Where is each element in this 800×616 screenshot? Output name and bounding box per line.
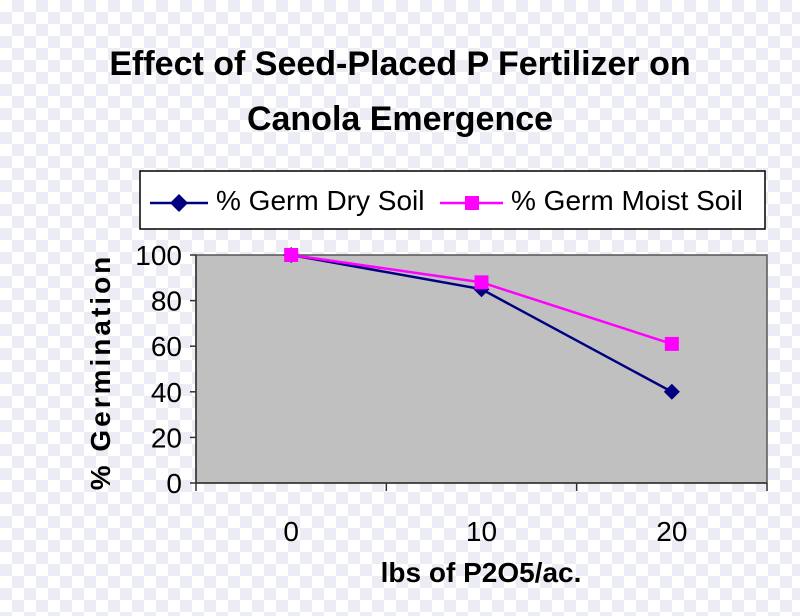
- legend-label-dry-soil: % Germ Dry Soil: [216, 185, 424, 216]
- chart-title-line-1: Effect of Seed-Placed P Fertilizer on: [109, 45, 690, 83]
- y-tick-label: 40: [151, 377, 182, 408]
- x-tick-label: 10: [466, 516, 497, 547]
- x-axis-label: lbs of P2O5/ac.: [381, 557, 582, 588]
- y-tick-label: 100: [135, 240, 182, 271]
- y-tick-label: 60: [151, 331, 182, 362]
- x-tick-label: 20: [656, 516, 687, 547]
- chart-title-line-2: Canola Emergence: [247, 100, 553, 138]
- data-point-square: [664, 336, 679, 351]
- y-tick-label: 80: [151, 286, 182, 317]
- y-tick-label: 0: [166, 468, 182, 499]
- series-layer: [283, 247, 680, 400]
- y-axis-label: % Germination: [85, 254, 116, 491]
- legend-box: [139, 170, 766, 230]
- y-tick-label: 20: [151, 422, 182, 453]
- data-point-square: [284, 248, 299, 262]
- legend-marker-moist-soil: [465, 196, 479, 210]
- x-tick-label: 0: [283, 516, 299, 547]
- legend: % Germ Dry Soil % Germ Moist Soil: [139, 170, 766, 230]
- legend-label-moist-soil: % Germ Moist Soil: [511, 185, 743, 216]
- y-axis-ticks: 0 20 40 60 80 100: [135, 240, 196, 499]
- data-point-diamond: [663, 383, 680, 400]
- x-axis-ticks: 0 10 20: [195, 483, 768, 547]
- legend-marker-dry-soil: [170, 194, 188, 212]
- data-point-square: [474, 275, 489, 290]
